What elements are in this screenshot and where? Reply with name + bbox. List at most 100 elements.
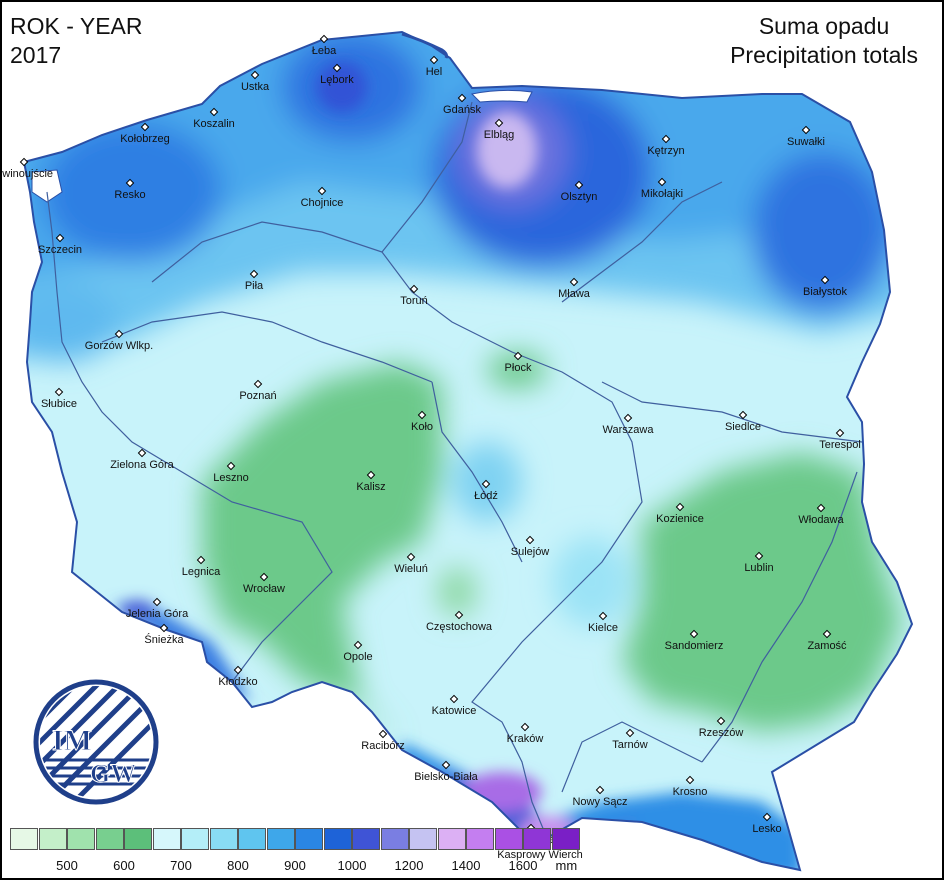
subtitle-line-2: Precipitation totals [730, 42, 918, 68]
city-label: Hel [426, 66, 443, 78]
city-marker: Mikołajki [641, 177, 683, 200]
city-label: Nowy Sącz [572, 796, 627, 808]
city-marker: Olsztyn [561, 180, 597, 203]
city-dot [835, 428, 845, 438]
city-label: Opole [343, 651, 372, 663]
city-dot [494, 118, 504, 128]
city-dot [140, 122, 150, 132]
legend-swatch [152, 828, 181, 850]
city-dot [114, 329, 124, 339]
legend-swatch [352, 828, 380, 850]
city-label: Świnoujście [2, 167, 53, 180]
city-label: Warszawa [603, 424, 655, 436]
city-label: Krosno [673, 786, 708, 798]
city-label: Słubice [41, 398, 77, 410]
city-dot [454, 610, 464, 620]
city-dot [441, 760, 451, 770]
city-marker: Gorzów Wlkp. [85, 329, 153, 352]
city-label: Białystok [803, 286, 848, 298]
city-marker: Częstochowa [426, 610, 493, 633]
city-label: Lębork [320, 74, 354, 86]
legend-swatch [38, 828, 67, 850]
city-dot [657, 177, 667, 187]
legend-swatch [523, 828, 551, 850]
city-label: Lesko [752, 823, 781, 835]
city-marker: Leszno [213, 461, 249, 484]
city-dot [661, 134, 671, 144]
city-marker: Gdańsk [443, 93, 481, 116]
legend-swatch [266, 828, 295, 850]
map-subtitle: Suma opadu Precipitation totals [730, 12, 918, 70]
city-marker: Nowy Sącz [572, 785, 628, 808]
city-dot [689, 629, 699, 639]
city-marker: Lublin [744, 551, 774, 574]
city-label: Chojnice [301, 197, 344, 209]
city-marker: Suwałki [787, 125, 825, 148]
title-line-1: ROK - YEAR [10, 13, 143, 39]
city-dot [332, 63, 342, 73]
legend-swatch [494, 828, 523, 850]
city-marker: Łódź [474, 479, 498, 502]
city-dot [738, 410, 748, 420]
logo-text-top: IM [52, 724, 92, 757]
city-label: Leszno [213, 472, 248, 484]
city-label: Katowice [432, 705, 477, 717]
legend-unit: mm [555, 858, 578, 873]
city-dot [417, 410, 427, 420]
subtitle-line-1: Suma opadu [758, 13, 890, 39]
city-marker: Hel [426, 55, 443, 78]
city-marker: Terespol [819, 428, 861, 451]
city-label: Lublin [744, 562, 773, 574]
city-dot [513, 351, 523, 361]
city-label: Jelenia Góra [126, 608, 189, 620]
city-label: Kalisz [356, 481, 385, 493]
legend-swatch [323, 828, 352, 850]
city-marker: Poznań [239, 379, 277, 402]
legend-label: 1400 [451, 858, 481, 873]
city-marker: Lębork [320, 63, 354, 86]
cities-layer: Łeba Hel Ustka Lębork Gdańsk Elbląg Kołobrzeg K… [2, 34, 861, 861]
city-dot [406, 552, 416, 562]
city-dot [250, 70, 260, 80]
city-dot [319, 34, 329, 44]
city-label: Kozienice [656, 513, 704, 525]
city-label: Mikołajki [641, 188, 683, 200]
legend-label: 700 [170, 858, 192, 873]
city-label: Siedlce [725, 421, 761, 433]
city-label: Mława [558, 288, 591, 300]
city-marker: Kielce [588, 611, 618, 634]
szczecin-lagoon [31, 169, 63, 203]
city-dot [54, 387, 64, 397]
city-marker: Lesko [752, 812, 782, 835]
city-dot [233, 665, 243, 675]
city-marker: Elbląg [484, 118, 515, 141]
city-marker: Słubice [41, 387, 77, 410]
city-marker: Siedlce [725, 410, 761, 433]
city-dot [595, 785, 605, 795]
city-marker: Wrocław [243, 572, 285, 595]
legend-swatch [124, 828, 152, 850]
city-dot [675, 502, 685, 512]
city-marker: Chojnice [301, 186, 344, 209]
city-marker: Toruń [400, 284, 428, 307]
city-label: Elbląg [484, 129, 515, 141]
city-marker: Bielsko-Biała [414, 760, 479, 783]
city-dot [762, 812, 772, 822]
legend-swatch [409, 828, 437, 850]
imgw-logo: IM GW [33, 679, 159, 805]
logo-text-bottom: GW [90, 759, 136, 788]
city-label: Kłodzko [218, 676, 257, 688]
city-dot [378, 729, 388, 739]
city-label: Wieluń [394, 563, 428, 575]
legend-label: 500 [56, 858, 78, 873]
city-marker: Kętrzyn [647, 134, 685, 157]
city-label: Terespol [819, 439, 861, 451]
legend-swatch [437, 828, 466, 850]
legend-label: 1200 [394, 858, 424, 873]
city-marker: Tarnów [612, 728, 648, 751]
legend-swatch [181, 828, 209, 850]
city-dot [55, 233, 65, 243]
city-label: Kielce [588, 622, 618, 634]
city-marker: Włodawa [798, 503, 844, 526]
